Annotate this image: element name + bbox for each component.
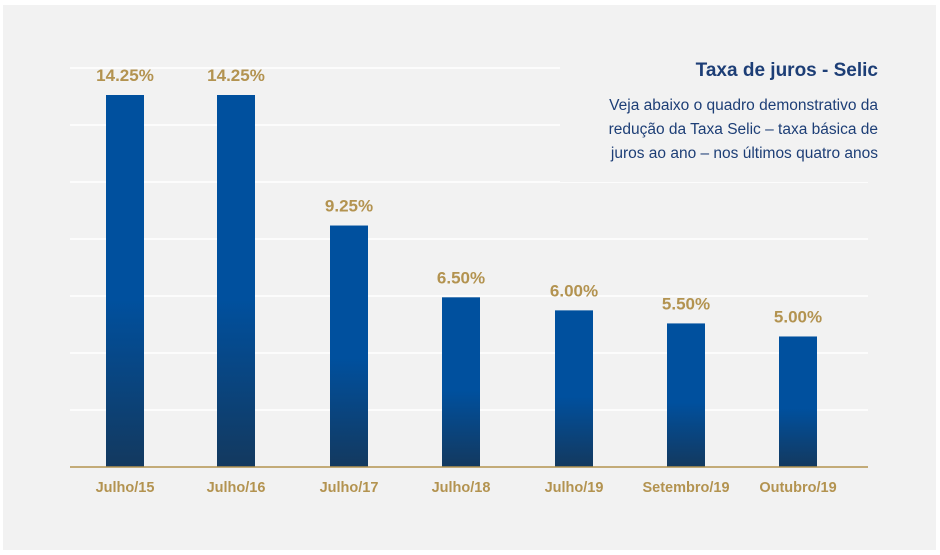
- x-tick-label: Julho/17: [320, 480, 379, 496]
- description-line-2: redução da Taxa Selic – taxa básica de: [608, 121, 878, 138]
- chart-title: Taxa de juros - Selic: [695, 60, 878, 81]
- bar-julho-15: [106, 95, 144, 467]
- info-box: Taxa de juros - Selic Veja abaixo o quad…: [560, 52, 878, 182]
- bar-julho-18: [442, 297, 480, 467]
- bar-outubro-19: [779, 336, 817, 467]
- x-tick-label: Julho/18: [432, 480, 491, 496]
- bar-julho-17: [330, 225, 368, 467]
- x-tick-label: Outubro/19: [759, 480, 836, 496]
- x-tick-label: Setembro/19: [642, 480, 729, 496]
- description-line-3: juros ao ano – nos últimos quatro anos: [610, 145, 878, 162]
- bar-julho-19: [555, 310, 593, 467]
- description-line-1: Veja abaixo o quadro demonstrativo da: [609, 97, 878, 114]
- bar-julho-16: [217, 95, 255, 467]
- data-label: 14.25%: [96, 66, 154, 85]
- x-tick-label: Julho/15: [96, 480, 155, 496]
- x-tick-label: Julho/19: [545, 480, 604, 496]
- chart-description: Veja abaixo o quadro demonstrativo da re…: [560, 94, 878, 166]
- data-label: 6.50%: [437, 268, 485, 287]
- data-label: 6.00%: [550, 281, 598, 300]
- data-label: 5.00%: [774, 307, 822, 326]
- data-label: 5.50%: [662, 294, 710, 313]
- data-label: 9.25%: [325, 197, 373, 216]
- data-label: 14.25%: [207, 66, 265, 85]
- x-tick-label: Julho/16: [207, 480, 266, 496]
- bar-setembro-19: [667, 323, 705, 467]
